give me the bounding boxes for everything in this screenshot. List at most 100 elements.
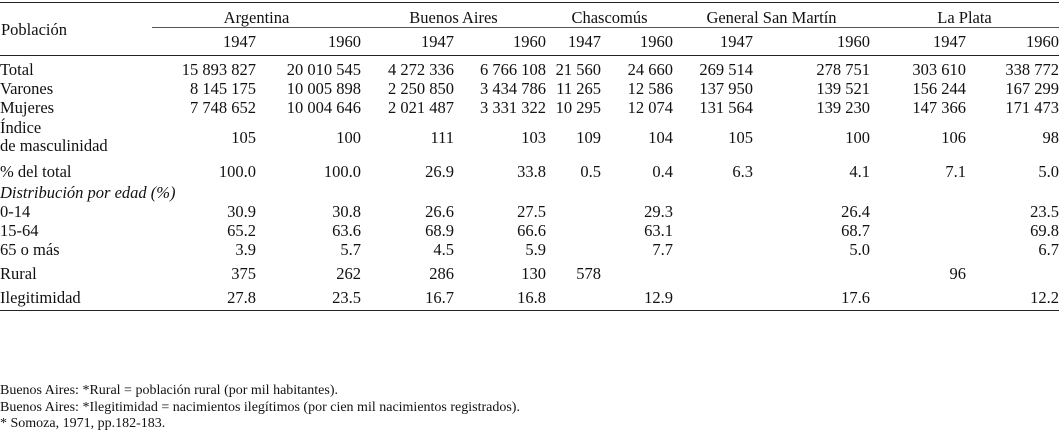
table-cell: 130 [521,264,546,283]
year-header: 1960 [753,27,870,56]
table-cell: 109 [576,127,601,147]
table-cell: 7 748 652 [190,98,256,117]
group-header-argentina: Argentina [152,2,361,28]
table-cell: 105 [231,127,256,147]
table-cell: 23.5 [332,288,361,307]
table-row-ilegitimidad: Ilegitimidad 27.8 23.5 16.7 16.8 12.9 17… [0,284,1059,311]
table-cell [673,240,753,259]
table-row-65-mas: 65 o más 3.9 5.7 4.5 5.9 7.7 5.0 6.7 [0,240,1059,259]
table-cell: 111 [430,127,454,147]
table-cell: 5.0 [1038,162,1059,181]
table-cell: 2 021 487 [388,98,454,117]
table-cell: 147 366 [912,98,966,117]
table-cell: 65.2 [227,221,256,240]
table-cell [601,259,673,284]
table-cell: 27.5 [517,202,546,221]
row-label: Mujeres [0,98,55,117]
table-cell: 278 751 [816,60,870,79]
table-row-15-64: 15-64 65.2 63.6 68.9 66.6 63.1 68.7 69.8 [0,221,1059,240]
table-cell: 105 [728,127,753,147]
table-cell: 156 244 [912,79,966,98]
table-cell: 303 610 [912,60,966,79]
table-cell: 100 [845,127,870,147]
row-label: Índice de masculinidad [0,117,152,157]
table-cell: 33.8 [517,162,546,181]
table-cell: 286 [429,264,454,283]
table-cell [870,202,966,221]
table-cell: 23.5 [1030,202,1059,221]
row-label: Rural [0,264,37,283]
table-row-distribucion-edad-heading: Distribución por edad (%) [0,183,1059,202]
table-cell: 24 660 [627,60,673,79]
table-cell: 16.7 [425,288,454,307]
table-cell [966,259,1059,284]
table-cell: 3.9 [235,240,256,259]
table-cell: 6 766 108 [480,60,546,79]
table-cell: 375 [231,264,256,283]
table-cell: 12.9 [644,288,673,307]
table-cell: 4 272 336 [388,60,454,79]
row-label: Ilegitimidad [0,288,81,307]
table-row-mujeres: Mujeres 7 748 652 10 004 646 2 021 487 3… [0,98,1059,117]
table-cell [546,284,601,311]
table-cell: 98 [1042,127,1059,147]
table-cell: 8 145 175 [190,79,256,98]
table-cell: 27.8 [227,288,256,307]
year-header: 1947 [546,27,601,56]
population-table: Población Argentina Buenos Aires Chascom… [0,2,1059,311]
group-header-general-san-martin: General San Martín [673,2,870,28]
table-cell [673,221,753,240]
table-cell: 63.6 [332,221,361,240]
table-cell: 3 434 786 [480,79,546,98]
table-cell: 7.7 [652,240,673,259]
table-cell: 171 473 [1005,98,1059,117]
table-cell: 29.3 [644,202,673,221]
table-cell: 17.6 [841,288,870,307]
table-cell: 139 230 [816,98,870,117]
table-cell: 103 [521,127,546,147]
table-cell: 5.9 [525,240,546,259]
table-cell: 100.0 [323,162,361,181]
table-cell: 12 074 [627,98,673,117]
row-label: Total [0,60,34,79]
table-cell: 30.9 [227,202,256,221]
row-label: 15-64 [0,221,39,240]
table-cell: 7.1 [945,162,966,181]
table-cell: 68.7 [841,221,870,240]
table-row-varones: Varones 8 145 175 10 005 898 2 250 850 3… [0,79,1059,98]
table-cell: 0.5 [580,162,601,181]
table-cell [546,221,601,240]
year-header: 1947 [870,27,966,56]
table-row-rural: Rural 375 262 286 130 578 96 [0,259,1059,284]
footnote-source: * Somoza, 1971, pp.182-183. [0,416,166,431]
table-cell: 5.7 [340,240,361,259]
row-label: Varones [0,79,54,98]
table-cell: 66.6 [517,221,546,240]
group-header-row: Población Argentina Buenos Aires Chascom… [0,2,1059,56]
table-cell: 6.7 [1038,240,1059,259]
table-cell [870,240,966,259]
table-cell: 16.8 [517,288,546,307]
row-label-line: de masculinidad [0,136,108,155]
table-cell: 69.8 [1030,221,1059,240]
row-label: % del total [0,162,72,181]
table-cell: 10 295 [555,98,601,117]
table-cell: 4.1 [849,162,870,181]
section-heading: Distribución por edad (%) [0,183,176,202]
table-cell: 2 250 850 [388,79,454,98]
table-cell: 0.4 [652,162,673,181]
table-cell: 26.4 [841,202,870,221]
table-cell: 68.9 [425,221,454,240]
row-label: 0-14 [0,202,31,221]
table-cell: 20 010 545 [286,60,361,79]
group-header-chascomus: Chascomús [546,2,673,28]
table-cell [870,284,966,311]
table-cell: 5.0 [849,240,870,259]
table-cell: 106 [941,127,966,147]
table-row-indice-masculinidad: Índice de masculinidad 105 100 111 103 1… [0,117,1059,157]
table-cell: 167 299 [1005,79,1059,98]
table-cell: 26.6 [425,202,454,221]
table-cell: 104 [648,127,673,147]
table-cell: 21 560 [555,60,601,79]
table-cell [673,202,753,221]
